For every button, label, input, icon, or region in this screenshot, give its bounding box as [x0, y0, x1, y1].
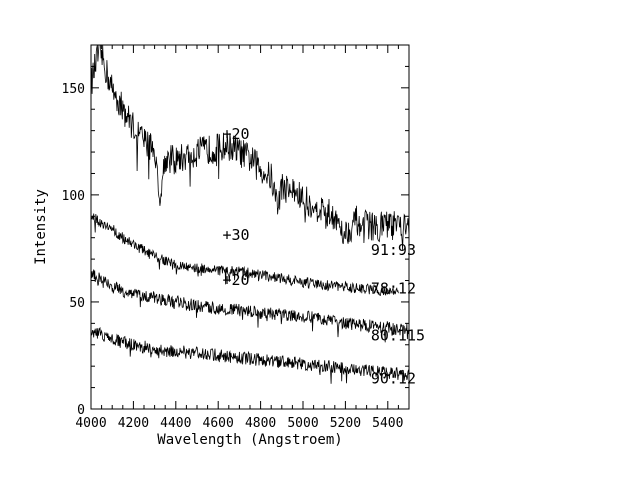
annotation-label: +30: [222, 226, 249, 244]
spectrum-line-90-12: [90, 326, 410, 384]
spectrum-line-91-93: [90, 44, 410, 250]
y-tick-label: 150: [62, 82, 85, 97]
x-tick-label: 4400: [160, 416, 191, 431]
annotation-label: +20: [222, 125, 249, 143]
y-axis-label: Intensity: [33, 189, 49, 265]
x-tick-labels: 4000 4200 4400 4600 4800 5000 5200 5400: [75, 416, 403, 431]
x-tick-label: 5200: [330, 416, 361, 431]
x-tick-label: 4200: [118, 416, 149, 431]
x-tick-label: 4000: [75, 416, 106, 431]
annotation-label: 91:93: [371, 241, 416, 259]
x-axis-label: Wavelength (Angstroem): [157, 432, 342, 448]
axis-ticks: [90, 44, 410, 410]
annotation-label: +20: [222, 271, 249, 289]
spectrum-line-80-115: [90, 269, 410, 343]
y-tick-labels: 0 50 100 150: [62, 82, 85, 418]
x-tick-label: 5400: [372, 416, 403, 431]
y-tick-label: 0: [77, 403, 85, 418]
annotation-label: 90:12: [371, 369, 416, 387]
annotation-label: 80:115: [371, 326, 425, 344]
y-tick-label: 50: [69, 296, 85, 311]
x-tick-label: 4600: [203, 416, 234, 431]
spectrum-line-78-12: [90, 213, 399, 297]
x-tick-label: 4800: [245, 416, 276, 431]
annotation-label: 78:12: [371, 279, 416, 297]
x-tick-label: 5000: [287, 416, 318, 431]
series-layer: [90, 44, 410, 384]
y-tick-label: 100: [62, 189, 85, 204]
annotation-layer: +20 +30 +20 91:93 78:12 80:115 90:12: [222, 125, 425, 387]
